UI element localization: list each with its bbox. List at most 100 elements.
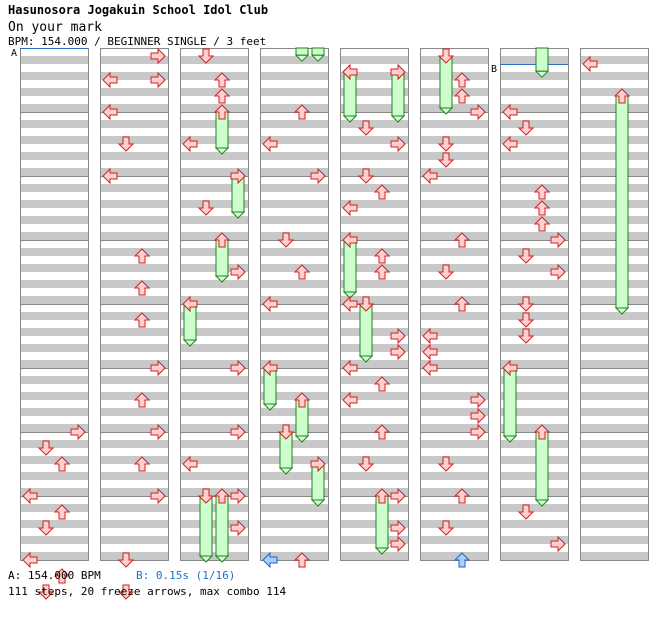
step-arrow xyxy=(453,72,471,88)
chart-stripe xyxy=(100,344,168,352)
chart-stripe xyxy=(420,536,488,544)
chart-stripe xyxy=(580,392,648,400)
chart-stripe xyxy=(180,488,248,496)
step-arrow xyxy=(150,47,166,65)
freeze-tail xyxy=(614,307,630,315)
chart-stripe xyxy=(500,520,568,528)
freeze-tail xyxy=(534,70,550,78)
chart-stripe xyxy=(500,200,568,208)
freeze-body xyxy=(615,95,629,309)
step-arrow xyxy=(390,135,406,153)
chart-stripe xyxy=(260,488,328,496)
chart-stripe xyxy=(340,360,408,368)
step-arrow xyxy=(53,456,71,472)
freeze-head-arrow xyxy=(230,167,246,185)
chart-stripe xyxy=(340,504,408,512)
chart-stripe xyxy=(20,392,88,400)
chart-stripe xyxy=(180,504,248,512)
step-arrow xyxy=(422,167,438,185)
step-arrow xyxy=(230,487,246,505)
chart-stripe xyxy=(500,216,568,224)
step-arrow xyxy=(53,504,71,520)
step-arrows xyxy=(22,47,598,600)
chart-stripe xyxy=(420,520,488,528)
step-arrow xyxy=(390,343,406,361)
chart-stripe xyxy=(20,248,88,256)
chart-stripe xyxy=(500,360,568,368)
step-arrow xyxy=(102,167,118,185)
step-arrow xyxy=(390,327,406,345)
chart-stripe xyxy=(340,296,408,304)
chart-stripe xyxy=(180,312,248,320)
chart-stripe xyxy=(260,424,328,432)
chart-stripe xyxy=(420,248,488,256)
step-arrow xyxy=(373,376,391,392)
chart-stripe xyxy=(100,200,168,208)
chart-stripe xyxy=(420,264,488,272)
step-arrow xyxy=(373,184,391,200)
chart-stripe xyxy=(500,488,568,496)
step-arrow xyxy=(53,568,71,584)
step-arrow xyxy=(390,63,406,81)
chart-stripe xyxy=(340,424,408,432)
chart-stripe xyxy=(100,312,168,320)
footer-bpm: A: 154.000 BPM xyxy=(8,569,101,582)
step-arrow xyxy=(373,424,391,440)
chart-stripe xyxy=(260,72,328,80)
chart-stripe xyxy=(20,104,88,112)
chart-stripe xyxy=(500,248,568,256)
chart-stripe xyxy=(180,168,248,176)
step-arrow xyxy=(470,103,486,121)
step-arrow xyxy=(102,103,118,121)
chart-stripe xyxy=(340,104,408,112)
freeze-body xyxy=(215,495,229,557)
chart-stripe xyxy=(20,136,88,144)
chart-stripe xyxy=(500,184,568,192)
freeze-head-arrow xyxy=(613,88,631,104)
chart-stripe xyxy=(340,216,408,224)
step-arrow xyxy=(390,487,406,505)
footer-stats: 111 steps, 20 freeze arrows, max combo 1… xyxy=(8,585,287,598)
chart-stripe xyxy=(500,424,568,432)
chart-stripe xyxy=(420,168,488,176)
chart-stripe xyxy=(20,72,88,80)
chart-stripe xyxy=(20,120,88,128)
chart-stripe xyxy=(20,424,88,432)
shock-arrow xyxy=(453,552,471,568)
step-arrow xyxy=(342,199,358,217)
chart-stripe xyxy=(500,536,568,544)
chart-stripe xyxy=(500,280,568,288)
chart-stripe xyxy=(420,136,488,144)
chart-stripe xyxy=(500,152,568,160)
chart-stripe xyxy=(20,472,88,480)
chart-stripe xyxy=(580,264,648,272)
freeze-tail xyxy=(214,555,230,563)
chart-stripe xyxy=(500,120,568,128)
step-arrow xyxy=(37,520,55,536)
step-arrow xyxy=(22,551,38,569)
step-arrow xyxy=(357,456,375,472)
chart-stripe xyxy=(180,552,248,560)
chart-stripe xyxy=(340,312,408,320)
chart-stripe xyxy=(180,280,248,288)
freeze-tail xyxy=(278,467,294,475)
freeze-tail xyxy=(214,275,230,283)
chart-stripe xyxy=(180,216,248,224)
chart-stripe xyxy=(100,440,168,448)
chart-stripe xyxy=(100,456,168,464)
step-arrow xyxy=(37,440,55,456)
chart-stripe xyxy=(100,472,168,480)
chart-stripe xyxy=(420,56,488,64)
step-arrow xyxy=(133,312,151,328)
step-arrow xyxy=(422,359,438,377)
chart-stripe xyxy=(180,376,248,384)
chart-stripe xyxy=(500,72,568,80)
freeze-tail xyxy=(310,54,326,62)
chart-stripe xyxy=(500,472,568,480)
chart-stripe xyxy=(580,312,648,320)
chart-stripe xyxy=(420,344,488,352)
chart-stripe xyxy=(260,120,328,128)
chart-stripe xyxy=(340,280,408,288)
chart-stripe xyxy=(420,200,488,208)
freeze-tail xyxy=(214,147,230,155)
